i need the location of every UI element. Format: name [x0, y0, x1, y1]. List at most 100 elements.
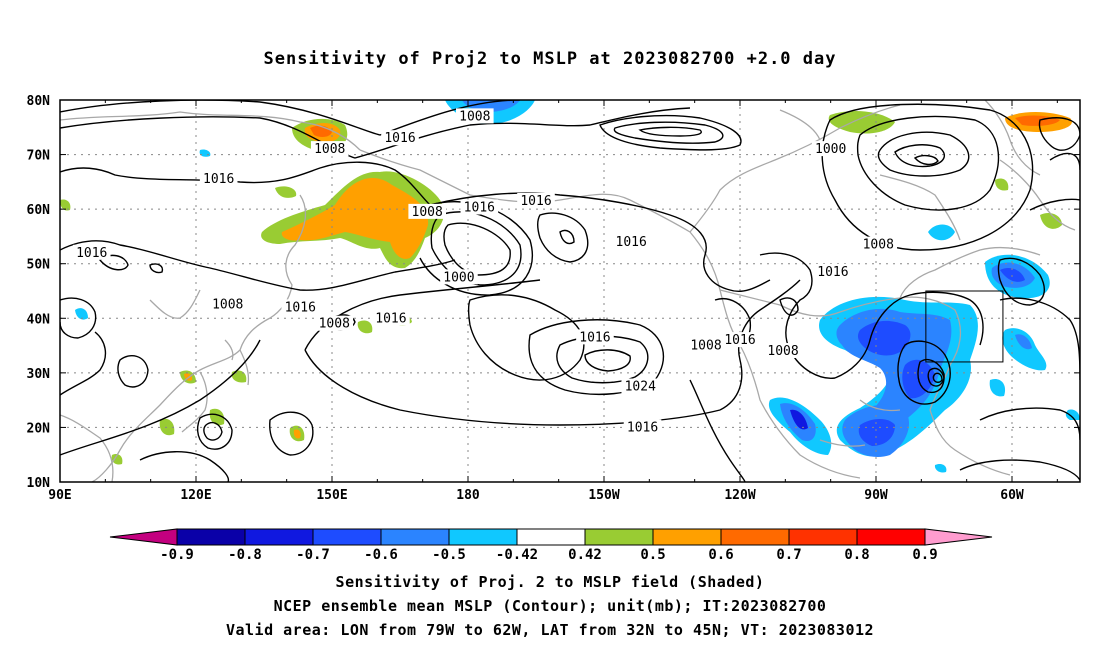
contour-label-bg — [199, 171, 238, 187]
contour-label: 1016 — [76, 246, 107, 261]
axis-ticks — [59, 99, 1080, 483]
lat-label: 60N — [27, 203, 51, 218]
contour-label: 1024 — [625, 380, 656, 395]
contour-label: 1008 — [212, 298, 243, 313]
contour-label-bg — [612, 233, 650, 249]
colorbar: -0.9 -0.8 -0.7 -0.6 -0.5 -0.42 0.42 0.5 0.6 0.7 0.… — [109, 528, 993, 563]
contour-label: 1000 — [443, 270, 474, 285]
contour-label-bg — [811, 141, 850, 157]
contour-label-bg — [721, 332, 759, 348]
caption-shading: Sensitivity of Proj. 2 to MSLP field (Sh… — [335, 573, 765, 591]
colorbar-bin — [448, 528, 518, 546]
colorbar-level-label: 0.5 — [640, 547, 665, 563]
contour-label-bg — [310, 141, 349, 157]
colorbar-level-label: 0.9 — [912, 547, 937, 563]
contour-label: 1008 — [319, 317, 350, 332]
colorbar-level-label: 0.8 — [844, 547, 869, 563]
contour-label-bg — [456, 108, 494, 124]
colorbar-level-label: 0.6 — [708, 547, 733, 563]
lat-label: 30N — [27, 367, 51, 382]
contour-label: 1016 — [616, 235, 647, 250]
contour-label: 1008 — [412, 205, 443, 220]
contour-label: 1000 — [815, 142, 846, 157]
contour-label: 1016 — [464, 201, 495, 216]
colorbar-high-triangle — [924, 528, 993, 546]
colorbar-level-label: -0.9 — [160, 547, 194, 563]
colorbar-low-triangle — [109, 528, 178, 546]
contour-label-bg — [814, 263, 852, 279]
contour-label: 1016 — [627, 420, 658, 435]
colorbar-bin — [176, 528, 246, 546]
contour-label: 1016 — [375, 311, 406, 326]
contour-label-bg — [687, 337, 725, 353]
colorbar-bin — [652, 528, 722, 546]
contour-label-bg — [408, 203, 446, 219]
lat-label: 10N — [27, 476, 51, 491]
caption-valid-area: Valid area: LON from 79W to 62W, LAT fro… — [225, 621, 875, 639]
colorbar-level-label: 0.7 — [776, 547, 801, 563]
contour-label: 1016 — [520, 194, 551, 209]
contour-label: 1016 — [384, 131, 415, 146]
lat-label: 80N — [27, 94, 51, 109]
contour-label-bg — [440, 269, 478, 285]
map-title: Sensitivity of Proj2 to MSLP at 20230827… — [263, 49, 837, 69]
contour-label-bg — [281, 299, 320, 315]
map-border — [59, 99, 1081, 483]
contour-label-bg — [517, 192, 555, 208]
contour-label-bg — [460, 199, 499, 215]
colorbar-bin — [788, 528, 858, 546]
contour-label-bg — [315, 315, 354, 331]
colorbar-level-label: 0.42 — [568, 547, 602, 563]
contour-label-bg — [72, 244, 111, 260]
colorbar-bin — [516, 528, 586, 546]
lon-label: 90W — [864, 488, 888, 503]
contour-label-bg — [576, 329, 614, 345]
contour-label-bg — [621, 378, 660, 394]
contour-label: 1016 — [579, 330, 610, 345]
colorbar-bin — [720, 528, 790, 546]
mslp-contours — [60, 100, 1080, 482]
colorbar-bin — [380, 528, 450, 546]
contour-label-bg — [208, 296, 247, 312]
lon-label: 90E — [48, 488, 71, 503]
contour-label: 1016 — [285, 300, 316, 315]
contour-label-bg — [372, 310, 410, 326]
lon-label: 60W — [1000, 488, 1024, 503]
colorbar-level-label: -0.6 — [364, 547, 398, 563]
contour-label-bg — [623, 419, 662, 435]
colorbar-level-label: -0.7 — [296, 547, 330, 563]
contour-label: 1016 — [203, 172, 234, 187]
contour-label: 1008 — [459, 109, 490, 124]
contour-label: 1008 — [690, 339, 721, 354]
lon-label: 150E — [316, 488, 347, 503]
contour-label: 1016 — [817, 265, 848, 280]
colorbar-level-label: -0.5 — [432, 547, 466, 563]
caption-contour: NCEP ensemble mean MSLP (Contour); unit(… — [273, 597, 827, 615]
contour-label: 1008 — [863, 238, 894, 253]
lon-label: 120W — [724, 488, 755, 503]
contour-label-bg — [859, 236, 898, 252]
colorbar-level-label: -0.42 — [496, 547, 538, 563]
valid-area-box — [925, 290, 1004, 363]
contour-label-bg — [764, 343, 802, 359]
contour-label: 1008 — [314, 142, 345, 157]
latitude-axis-labels: 80N 70N 60N 50N 40N 30N 20N 10N — [27, 94, 51, 491]
lat-label: 20N — [27, 421, 51, 436]
colorbar-bin — [312, 528, 382, 546]
colorbar-bin — [584, 528, 654, 546]
contour-label: 1016 — [724, 333, 755, 348]
lat-label: 50N — [27, 258, 51, 273]
colorbar-level-label: -0.8 — [228, 547, 262, 563]
lon-label: 180 — [456, 488, 480, 503]
contour-label-bg — [381, 130, 419, 146]
coastlines — [60, 100, 1076, 482]
lon-label: 150W — [588, 488, 619, 503]
lon-label: 120E — [180, 488, 211, 503]
contour-label: 1008 — [767, 344, 798, 359]
longitude-axis-labels: 90E 120E 150E 180 150W 120W 90W 60W — [48, 488, 1024, 503]
colorbar-bin — [244, 528, 314, 546]
lat-label: 70N — [27, 149, 51, 164]
colorbar-bin — [856, 528, 926, 546]
